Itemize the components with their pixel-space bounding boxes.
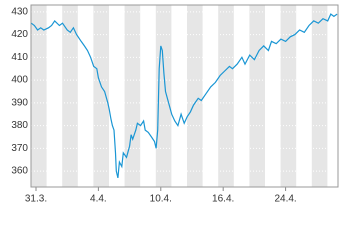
y-tick-label: 370 xyxy=(11,143,28,154)
plot-border xyxy=(30,4,339,188)
x-tick-label: 16.4. xyxy=(212,194,234,205)
stripe xyxy=(124,5,141,187)
stripe xyxy=(186,5,203,187)
stripe xyxy=(280,5,297,187)
stripe xyxy=(93,5,109,187)
chart: 360 370 380 390 400 410 420 430 31.3. 4.4. 10.4. 16… xyxy=(11,4,339,205)
x-tick-label: 31.3. xyxy=(25,194,47,205)
x-tick-label: 10.4. xyxy=(150,194,172,205)
x-tick-label: 24.4. xyxy=(274,194,296,205)
price-line xyxy=(30,13,338,179)
x-tick-label: 4.4. xyxy=(90,194,107,205)
stripe xyxy=(62,5,78,187)
stripe xyxy=(311,5,328,187)
y-tick-label: 360 xyxy=(11,166,28,177)
stripe xyxy=(249,5,265,187)
y-tick-label: 410 xyxy=(11,52,28,63)
y-tick-label: 380 xyxy=(11,120,28,131)
y-tick-label: 420 xyxy=(11,29,28,40)
stripe xyxy=(31,5,47,187)
stripe xyxy=(218,5,234,187)
stripe xyxy=(155,5,172,187)
y-tick-label: 400 xyxy=(11,75,28,86)
y-tick-label: 390 xyxy=(11,97,28,108)
y-tick-label: 430 xyxy=(11,6,28,17)
